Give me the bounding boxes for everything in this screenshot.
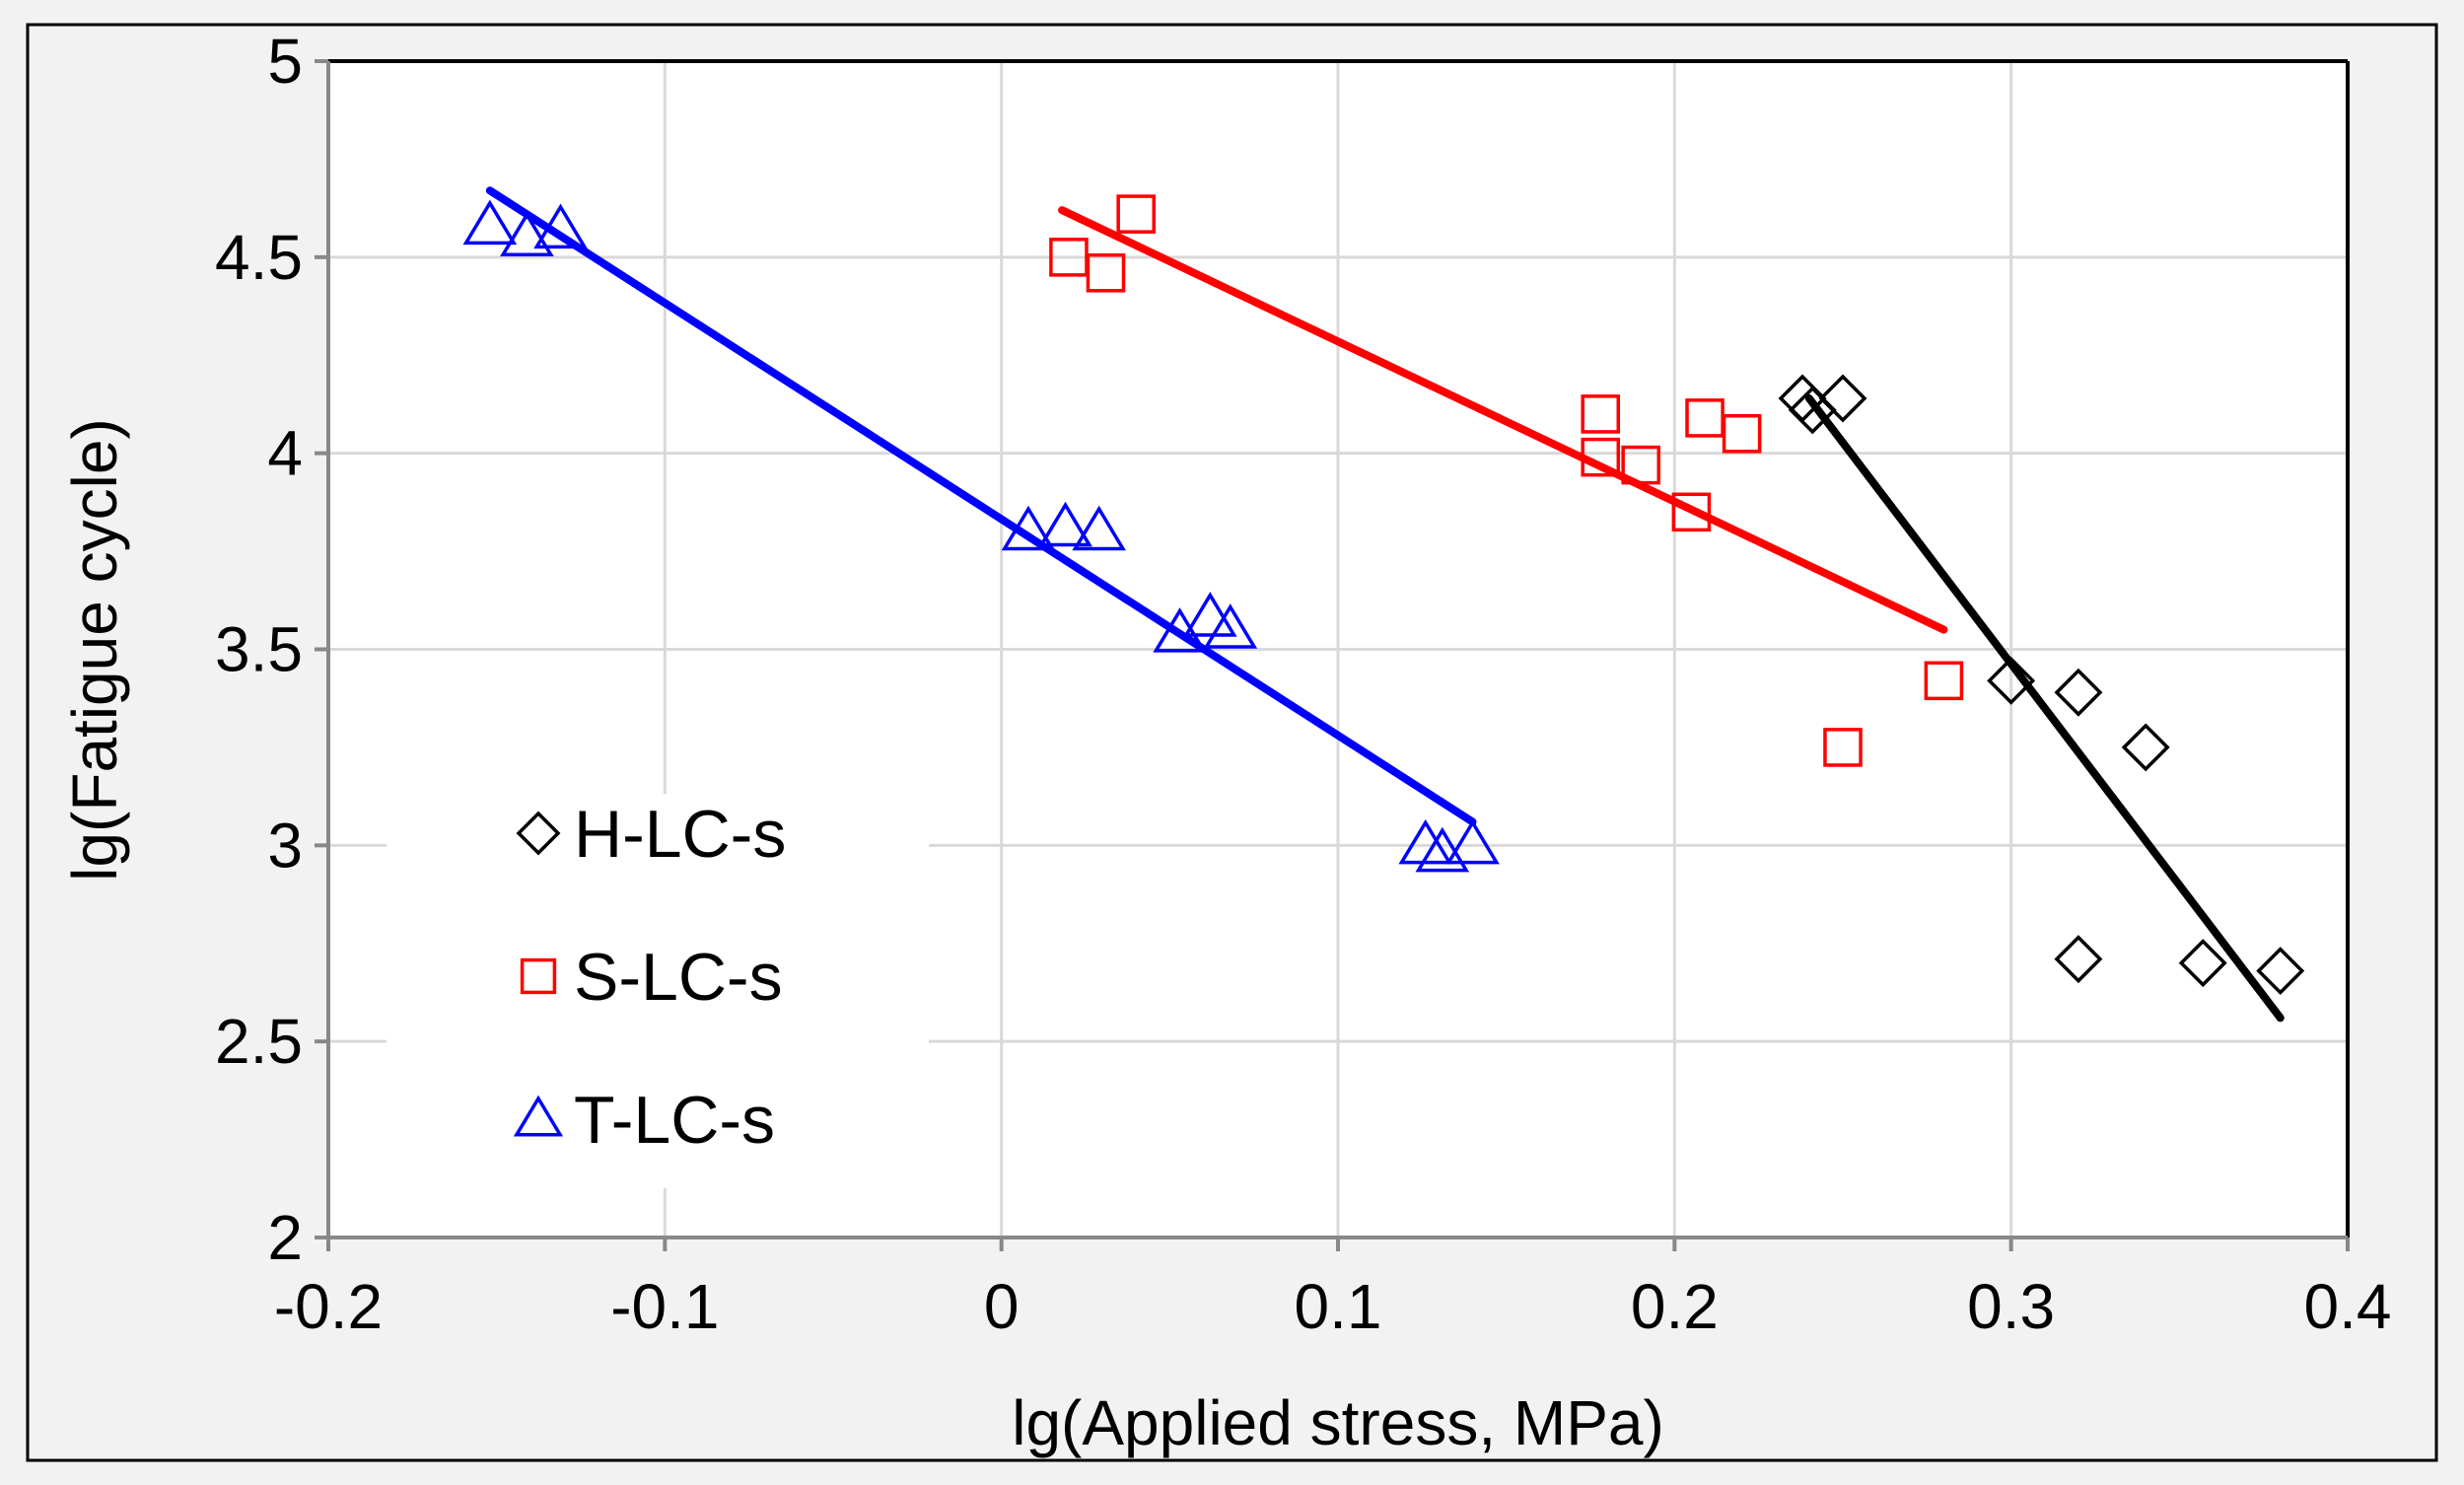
- h-lc-s-point: [2121, 723, 2170, 772]
- s-lc-s-point: [1581, 437, 1621, 477]
- t-lc-s-point: [1038, 501, 1092, 547]
- h-lc-s-point: [2054, 668, 2103, 717]
- legend-h-lc-s-label: H-LC-s: [574, 797, 786, 872]
- s-lc-s-point: [1924, 661, 1964, 701]
- x-tick-label: 0.1: [1295, 1271, 1382, 1342]
- y-axis-title: lg(Fatigue cycle): [59, 418, 130, 882]
- h-lc-s-point: [2054, 935, 2103, 984]
- trendlines: [485, 186, 2285, 1023]
- s-lc-s-point: [1086, 252, 1126, 293]
- y-tick-label: 5: [267, 26, 303, 97]
- t-lc-s-point: [533, 203, 588, 249]
- s-lc-s-trendline: [1058, 206, 1948, 634]
- h-lc-s-trendline: [1804, 393, 2285, 1023]
- x-tick-label: 0.2: [1631, 1271, 1719, 1342]
- y-tick-label: 4.5: [215, 222, 303, 293]
- y-tick-label: 2.5: [215, 1006, 303, 1077]
- h-lc-s-point: [2178, 939, 2227, 988]
- h-lc-s-point: [2256, 947, 2305, 996]
- s-lc-s-point: [1581, 394, 1621, 434]
- s-lc-s-point: [1621, 445, 1660, 485]
- y-tick-label: 2: [267, 1202, 303, 1273]
- x-tick-label: 0.3: [1967, 1271, 2055, 1342]
- legend-h-lc-s-marker: [516, 811, 561, 856]
- data-points: [462, 194, 2305, 996]
- t-lc-s-point: [500, 211, 554, 257]
- legend-s-lc-s-marker: [520, 957, 557, 995]
- legend-s-lc-s-label: S-LC-s: [574, 940, 783, 1015]
- legend: H-LC-s S-LC-s T-LC-s: [387, 794, 929, 1188]
- x-tick-label: 0.4: [2304, 1271, 2392, 1342]
- s-lc-s-point: [1823, 728, 1863, 767]
- t-lc-s-point: [1182, 592, 1237, 637]
- t-lc-s-point: [1001, 505, 1056, 551]
- h-lc-s-point: [1818, 374, 1867, 423]
- x-axis-title: lg(Applied stress, MPa): [1012, 1387, 1664, 1458]
- axes: [315, 59, 2350, 1251]
- y-tick-label: 4: [267, 418, 303, 489]
- s-lc-s-point: [1116, 194, 1156, 234]
- legend-t-lc-s-marker: [513, 1095, 564, 1137]
- t-lc-s-point: [462, 199, 518, 246]
- t-lc-s-point: [1153, 607, 1207, 653]
- legend-background: [387, 794, 929, 1188]
- x-tick-label: -0.2: [274, 1271, 383, 1342]
- tick-labels: -0.2 -0.1 0 0.1 0.2 0.3 0.4 2 2.5 3 3.5 4 4.5 5: [215, 26, 2391, 1342]
- t-lc-s-point: [1445, 818, 1500, 865]
- h-lc-s-point: [1987, 656, 2036, 705]
- s-lc-s-point: [1722, 413, 1762, 454]
- x-tick-label: -0.1: [610, 1271, 719, 1342]
- t-lc-s-point: [1203, 603, 1258, 649]
- legend-t-lc-s-label: T-LC-s: [574, 1083, 775, 1158]
- t-lc-s-point: [1398, 818, 1453, 865]
- t-lc-s-trendline: [485, 186, 1477, 826]
- t-lc-s-point: [1072, 505, 1126, 551]
- y-tick-label: 3.5: [215, 614, 303, 685]
- y-tick-label: 3: [267, 810, 303, 881]
- x-tick-label: 0: [984, 1271, 1020, 1342]
- s-lc-s-point: [1671, 492, 1712, 532]
